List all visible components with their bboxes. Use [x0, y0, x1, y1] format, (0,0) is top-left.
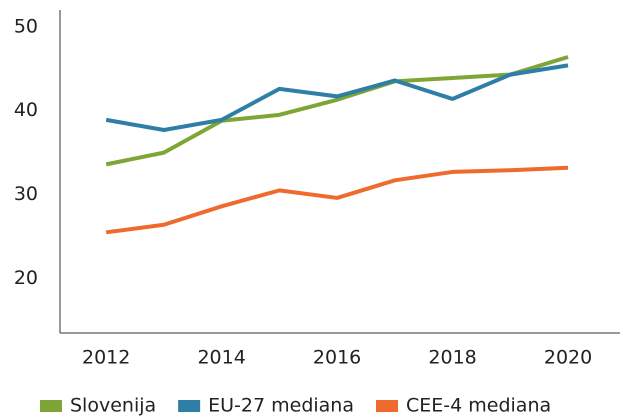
series-line [105, 55, 569, 167]
x-tick-label: 2018 [428, 347, 476, 369]
series-line [105, 165, 569, 235]
legend-label: CEE-4 mediana [406, 395, 551, 417]
y-tick-label: 20 [14, 267, 38, 289]
legend-swatch [376, 400, 398, 412]
series-line [105, 63, 569, 132]
x-tick-label: 2016 [313, 347, 361, 369]
legend-label: Slovenija [70, 395, 156, 417]
x-tick-label: 2012 [82, 347, 130, 369]
x-tick-label: 2020 [544, 347, 592, 369]
legend-swatch [178, 400, 201, 412]
x-tick-label: 2014 [197, 347, 245, 369]
y-tick-label: 40 [14, 99, 38, 121]
y-tick-label: 30 [14, 183, 38, 205]
legend-label: EU-27 mediana [208, 395, 354, 417]
y-tick-label: 50 [14, 15, 38, 37]
legend-swatch [40, 400, 62, 412]
